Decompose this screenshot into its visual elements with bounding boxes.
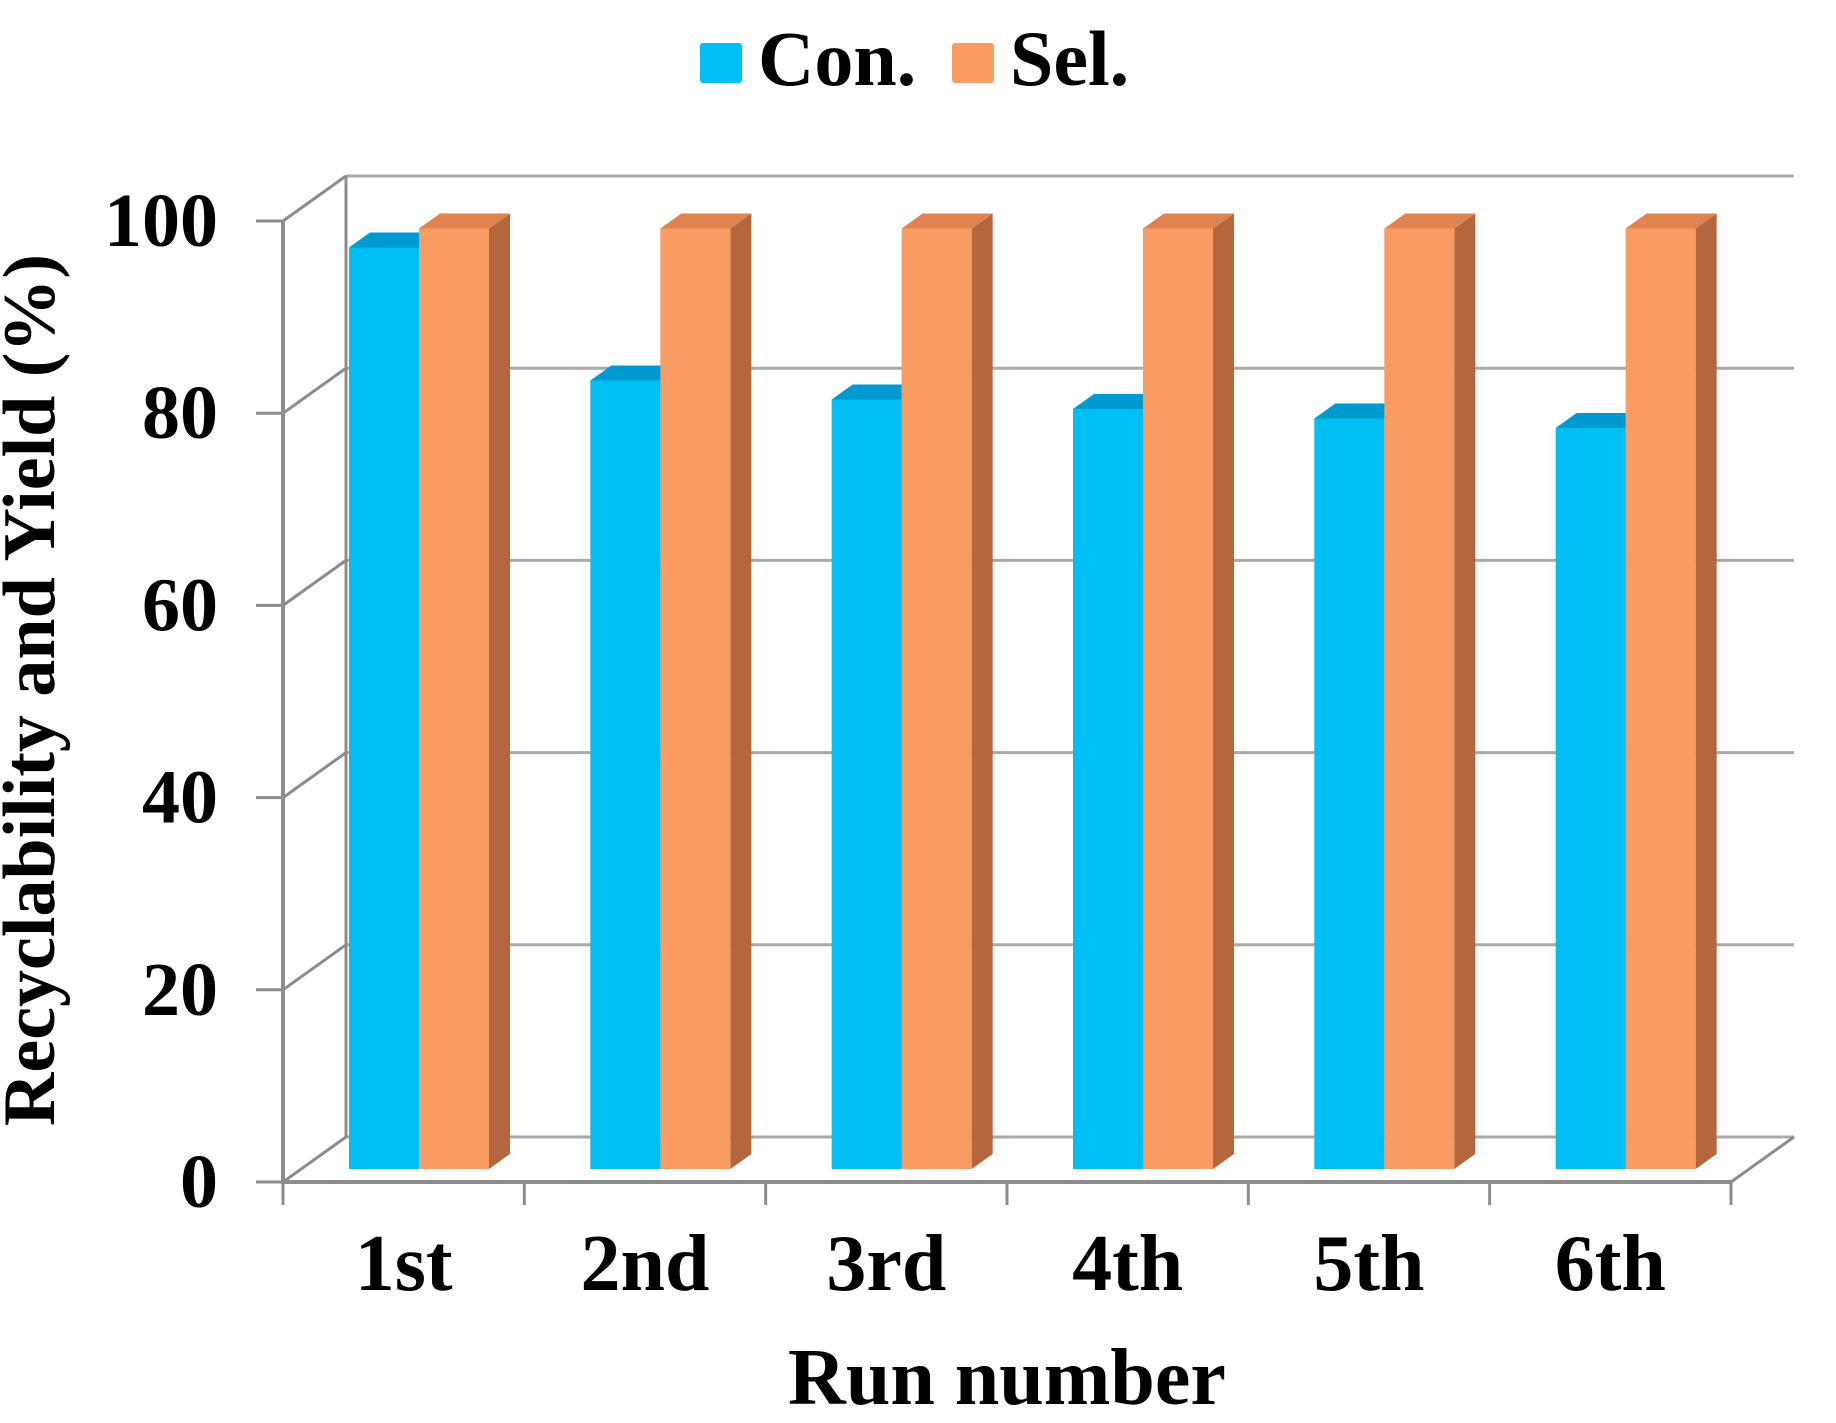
x-tick-label-4th: 4th: [1072, 1220, 1183, 1308]
bar-front-face: [1072, 409, 1143, 1169]
bar-side-face: [1695, 213, 1717, 1169]
bar-front-face: [1555, 428, 1626, 1169]
bar-top-face: [1072, 394, 1164, 409]
legend-label-sel: Sel.: [1010, 15, 1129, 102]
bar-front-face: [419, 228, 489, 1169]
bar-front-face: [660, 228, 731, 1169]
bar-side-face: [971, 213, 993, 1169]
x-tick-label-6th: 6th: [1555, 1220, 1666, 1308]
bar-top-face: [1314, 403, 1406, 419]
bar-side-face: [1454, 213, 1476, 1169]
bar-sel-4th: [1142, 213, 1234, 1169]
legend-label-con: Con.: [758, 15, 916, 102]
bar-front-face: [1142, 228, 1213, 1169]
floor-right-edge: [1730, 1135, 1795, 1184]
bar-top-face: [831, 384, 923, 400]
x-tick-label-1st: 1st: [355, 1220, 453, 1308]
depth-connector-y80: [282, 366, 347, 415]
plot-area: 0 20 40 60 80 100 1st 2nd 3rd 4th 5th 6th: [104, 174, 1795, 1308]
bar-sel-5th: [1384, 213, 1476, 1169]
back-wall-gridlines: [346, 174, 1794, 1139]
bar-side-face: [730, 213, 752, 1169]
bar-top-face: [1625, 213, 1717, 229]
bar-sel-6th: [1625, 213, 1717, 1169]
bar-sel-3rd: [901, 213, 993, 1169]
legend-swatch-sel: [952, 43, 994, 83]
y-tick-label-0: 0: [180, 1140, 218, 1224]
bar-top-face: [590, 365, 682, 381]
x-tick-label-5th: 5th: [1313, 1220, 1424, 1308]
bar-front-face: [349, 247, 419, 1169]
depth-connector-y100: [282, 174, 347, 223]
depth-connector-y60: [282, 559, 347, 607]
legend: Con. Sel.: [700, 15, 1129, 102]
tick-labels: 0 20 40 60 80 100 1st 2nd 3rd 4th 5th 6th: [104, 179, 1666, 1308]
bar-top-face: [1384, 213, 1476, 229]
axes-and-ticks: [256, 174, 1795, 1205]
y-tick-label-40: 40: [142, 756, 218, 840]
legend-swatch-con: [700, 43, 742, 83]
bar-front-face: [901, 228, 972, 1169]
bar-front-face: [1384, 228, 1455, 1169]
bar-front-face: [1314, 418, 1385, 1169]
y-tick-label-60: 60: [142, 563, 218, 647]
bar-sel-2nd: [660, 213, 752, 1169]
x-tick-label-2nd: 2nd: [581, 1220, 710, 1308]
depth-connector-y0: [282, 1135, 347, 1184]
bar-top-face: [660, 213, 752, 229]
bar-top-face: [1555, 413, 1647, 428]
bar-top-face: [1142, 213, 1234, 229]
depth-connector-y40: [282, 751, 347, 799]
y-axis-title: Recyclability and Yield (%): [0, 254, 71, 1126]
y-tick-label-20: 20: [142, 948, 218, 1032]
bar-top-face: [901, 213, 993, 229]
bar-front-face: [831, 399, 902, 1169]
bar-top-face: [349, 232, 440, 248]
y-tick-label-100: 100: [104, 179, 218, 263]
bars: [349, 213, 1717, 1169]
bar-front-face: [1625, 228, 1696, 1169]
bar-side-face: [1212, 213, 1234, 1169]
x-axis-title: Run number: [788, 1334, 1226, 1422]
x-tick-label-3rd: 3rd: [826, 1220, 946, 1308]
bar-top-face: [419, 213, 510, 229]
bar-front-face: [590, 380, 661, 1169]
bar-sel-1st: [419, 213, 510, 1169]
bar-side-face: [489, 213, 510, 1169]
y-tick-label-80: 80: [142, 371, 218, 455]
depth-connector-y20: [282, 943, 347, 992]
